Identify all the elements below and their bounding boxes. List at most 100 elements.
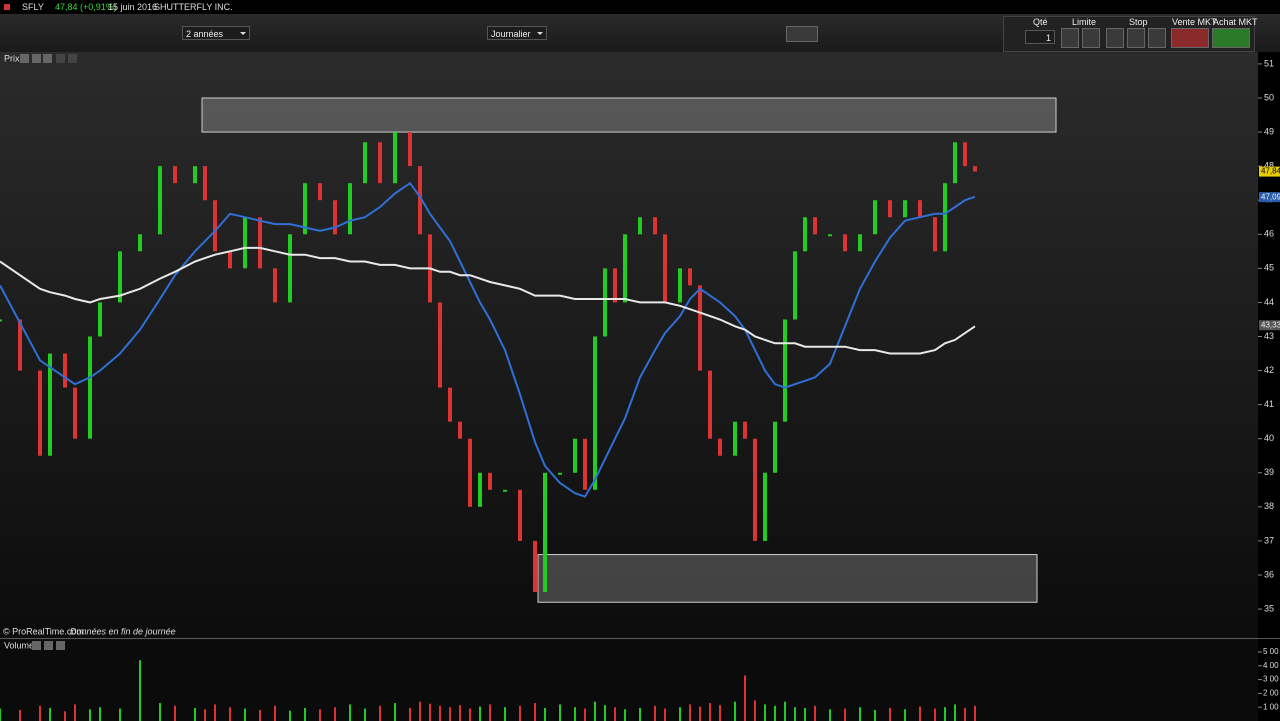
volume-bar <box>89 709 91 721</box>
volume-bar <box>594 701 596 721</box>
candle <box>613 268 617 303</box>
volume-bar <box>534 703 536 721</box>
candle <box>653 217 657 235</box>
candle <box>478 472 482 507</box>
volume-bar <box>754 700 756 721</box>
candle <box>448 387 452 422</box>
volume-bar <box>624 709 626 721</box>
price-zone <box>201 97 1057 133</box>
candle <box>773 421 777 473</box>
volume-bar <box>574 707 576 721</box>
limit-buy[interactable] <box>1082 28 1100 48</box>
candle <box>763 472 767 541</box>
volume-bar <box>49 707 51 721</box>
candle <box>158 166 162 235</box>
candle <box>638 217 642 235</box>
y-tick-label: 50 <box>1264 92 1274 102</box>
candle <box>193 166 197 184</box>
buy-button[interactable] <box>1212 28 1250 48</box>
volume-panel <box>0 640 1258 721</box>
candle <box>518 489 522 541</box>
candle <box>393 132 397 184</box>
candle <box>258 217 262 269</box>
price-zone <box>537 554 1038 603</box>
volume-bar <box>459 705 461 721</box>
volume-bar <box>934 708 936 721</box>
candle <box>378 142 382 184</box>
candle <box>243 217 247 269</box>
candle <box>603 268 607 337</box>
volume-bar <box>544 707 546 721</box>
interval-select[interactable]: Journalier <box>487 26 547 40</box>
price-tag <box>1259 192 1280 203</box>
qty-input[interactable]: 1 <box>1025 30 1055 44</box>
stop-other[interactable] <box>1148 28 1166 48</box>
y-tick-label: 3 00 <box>1263 675 1279 684</box>
candle <box>593 336 597 490</box>
volume-bar <box>419 701 421 721</box>
volume-bar <box>194 707 196 721</box>
candle <box>228 251 232 269</box>
y-tick-label: 2 00 <box>1263 689 1279 698</box>
candle <box>943 183 947 252</box>
y-tick-label: 41 <box>1264 399 1274 409</box>
candle <box>933 217 937 252</box>
volume-bar <box>39 705 41 721</box>
candle <box>718 438 722 456</box>
buy-label: Achat MKT <box>1213 17 1258 27</box>
volume-bar <box>409 707 411 721</box>
volume-bar <box>159 703 161 721</box>
candle <box>273 268 277 303</box>
volume-bar <box>174 705 176 721</box>
volume-bar <box>244 708 246 721</box>
candle <box>953 142 957 184</box>
y-tick-label: 44 <box>1264 297 1274 307</box>
volume-bar <box>119 708 121 721</box>
candle <box>213 200 217 252</box>
period-select[interactable]: 2 années <box>182 26 250 40</box>
candle <box>583 438 587 490</box>
candle <box>888 200 892 218</box>
volume-bar <box>0 708 1 721</box>
volume-bar <box>734 701 736 721</box>
volume-bar <box>784 701 786 721</box>
candle <box>408 132 412 167</box>
volume-bar <box>604 705 606 721</box>
y-tick-label: 36 <box>1264 569 1274 579</box>
volume-bar <box>964 707 966 721</box>
tools-button[interactable] <box>786 26 818 42</box>
stop-sell[interactable] <box>1106 28 1124 48</box>
volume-bar <box>699 706 701 721</box>
quote: 47,84 (+0,91%) <box>55 2 117 12</box>
y-tick-label: 39 <box>1264 467 1274 477</box>
volume-bar <box>139 660 141 721</box>
sell-button[interactable] <box>1171 28 1209 48</box>
volume-bar <box>709 703 711 721</box>
y-tick-label: 35 <box>1264 603 1274 613</box>
data-note: Données en fin de journée <box>70 626 176 636</box>
volume-bar <box>944 707 946 721</box>
candle <box>558 472 562 475</box>
volume-bar <box>99 707 101 721</box>
y-tick-label: 38 <box>1264 501 1274 511</box>
candle <box>698 285 702 371</box>
candle <box>753 438 757 541</box>
volume-bar <box>764 704 766 721</box>
candle <box>688 268 692 286</box>
volume-bar <box>744 675 746 721</box>
stop-buy[interactable] <box>1127 28 1145 48</box>
volume-bar <box>584 708 586 721</box>
volume-bar <box>64 711 66 721</box>
toolbar: 2 années Journalier Qté 1 Limite Stop Ve… <box>0 14 1280 52</box>
volume-bar <box>559 704 561 721</box>
volume-bar <box>364 708 366 721</box>
candle <box>858 234 862 252</box>
candle <box>543 472 547 593</box>
candle <box>873 200 877 235</box>
y-tick-label: 1 00 <box>1263 702 1279 711</box>
limit-sell[interactable] <box>1061 28 1079 48</box>
axis-panel <box>1258 52 1280 721</box>
volume-bar <box>859 707 861 721</box>
candle <box>813 217 817 235</box>
candle <box>333 200 337 235</box>
